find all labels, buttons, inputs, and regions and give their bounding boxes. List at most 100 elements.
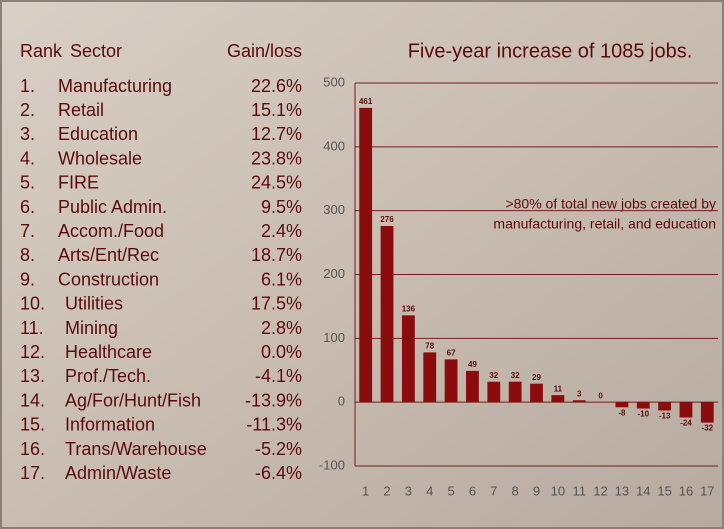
rank: 10. — [20, 294, 45, 314]
y-tick-label: 400 — [323, 138, 345, 153]
gain-loss: 2.8% — [261, 318, 302, 338]
x-tick-label: 17 — [700, 483, 714, 498]
gain-loss: 17.5% — [251, 294, 302, 314]
value-label: 29 — [532, 373, 541, 382]
bar — [466, 370, 479, 403]
sector: Construction — [58, 269, 159, 289]
rank: 16. — [20, 439, 45, 459]
gain-loss: -6.4% — [255, 463, 302, 483]
sector: Accom./Food — [58, 221, 164, 241]
sector: Utilities — [65, 294, 123, 314]
x-tick-label: 2 — [383, 483, 390, 498]
y-tick-label: 500 — [323, 74, 345, 89]
sector: FIRE — [58, 173, 99, 193]
sector: Healthcare — [65, 342, 152, 362]
y-tick-label: 0 — [338, 394, 345, 409]
bar — [679, 402, 693, 418]
bar — [572, 400, 586, 403]
x-tick-label: 8 — [512, 483, 519, 498]
bar — [615, 402, 629, 408]
sector: Retail — [58, 100, 104, 120]
x-tick-label: 12 — [593, 483, 607, 498]
gain-loss: 6.1% — [261, 269, 302, 289]
gain-loss: -13.9% — [245, 390, 302, 410]
sector: Wholesale — [58, 148, 142, 168]
y-tick-label: -100 — [319, 457, 345, 472]
x-tick-label: 14 — [636, 483, 650, 498]
x-tick-label: 3 — [405, 483, 412, 498]
annotation: >80% of total new jobs created by — [505, 196, 716, 212]
rank: 7. — [20, 221, 35, 241]
rank: 13. — [20, 366, 45, 386]
bar — [636, 402, 650, 409]
rank: 9. — [20, 269, 35, 289]
x-tick-label: 9 — [533, 483, 540, 498]
sector: Information — [65, 415, 155, 435]
rank: 12. — [20, 342, 45, 362]
gain-loss: -4.1% — [255, 366, 302, 386]
value-label: 0 — [598, 391, 603, 400]
bar — [508, 381, 522, 403]
gain-loss: -11.3% — [246, 415, 302, 435]
y-tick-label: 100 — [323, 330, 345, 345]
sector: Education — [58, 124, 138, 144]
x-tick-label: 6 — [469, 483, 476, 498]
x-tick-label: 11 — [572, 483, 586, 498]
sector: Admin/Waste — [65, 463, 171, 483]
bar — [359, 107, 373, 403]
value-label: 461 — [359, 97, 373, 106]
gain-loss: -5.2% — [255, 439, 302, 459]
table-header: Rank — [20, 41, 63, 61]
value-label: 32 — [511, 371, 520, 380]
bar — [444, 359, 458, 403]
rank: 14. — [20, 390, 45, 410]
sector: Arts/Ent/Rec — [58, 245, 159, 265]
x-tick-label: 7 — [490, 483, 497, 498]
annotation: manufacturing, retail, and education — [493, 216, 716, 232]
rank: 11. — [20, 318, 44, 338]
gain-loss: 9.5% — [261, 197, 302, 217]
bar — [487, 381, 501, 403]
sector: Manufacturing — [58, 76, 172, 96]
value-label: -10 — [637, 410, 649, 419]
table-header: Sector — [70, 41, 122, 61]
rank: 2. — [20, 100, 35, 120]
x-tick-label: 1 — [362, 483, 369, 498]
sector: Mining — [65, 318, 118, 338]
rank: 1. — [20, 76, 35, 96]
gain-loss: 23.8% — [251, 148, 302, 168]
rank: 8. — [20, 245, 35, 265]
value-label: 78 — [425, 341, 434, 350]
table-header: Gain/loss — [227, 41, 302, 61]
bar — [551, 395, 565, 403]
rank: 15. — [20, 415, 45, 435]
gain-loss: 15.1% — [251, 100, 302, 120]
sector: Trans/Warehouse — [65, 439, 207, 459]
x-tick-label: 5 — [447, 483, 454, 498]
bar — [658, 402, 672, 411]
gain-loss: 22.6% — [251, 76, 302, 96]
value-label: 67 — [447, 349, 456, 358]
bar — [530, 383, 543, 403]
value-label: 11 — [554, 384, 563, 393]
bar — [380, 225, 394, 403]
x-tick-label: 16 — [679, 483, 693, 498]
rank: 6. — [20, 197, 35, 217]
x-tick-label: 15 — [657, 483, 671, 498]
bar — [423, 352, 437, 403]
value-label: 49 — [468, 360, 477, 369]
value-label: 3 — [577, 389, 582, 398]
gain-loss: 0.0% — [261, 342, 302, 362]
value-label: -24 — [680, 419, 692, 428]
rank: 3. — [20, 124, 35, 144]
value-label: 136 — [402, 304, 416, 313]
rank: 5. — [20, 173, 35, 193]
gain-loss: 2.4% — [261, 221, 302, 241]
y-tick-label: 300 — [323, 202, 345, 217]
chart-title: Five-year increase of 1085 jobs. — [408, 40, 693, 62]
x-tick-label: 13 — [615, 483, 629, 498]
bar — [401, 315, 415, 403]
gain-loss: 18.7% — [251, 245, 302, 265]
sector: Public Admin. — [58, 197, 167, 217]
